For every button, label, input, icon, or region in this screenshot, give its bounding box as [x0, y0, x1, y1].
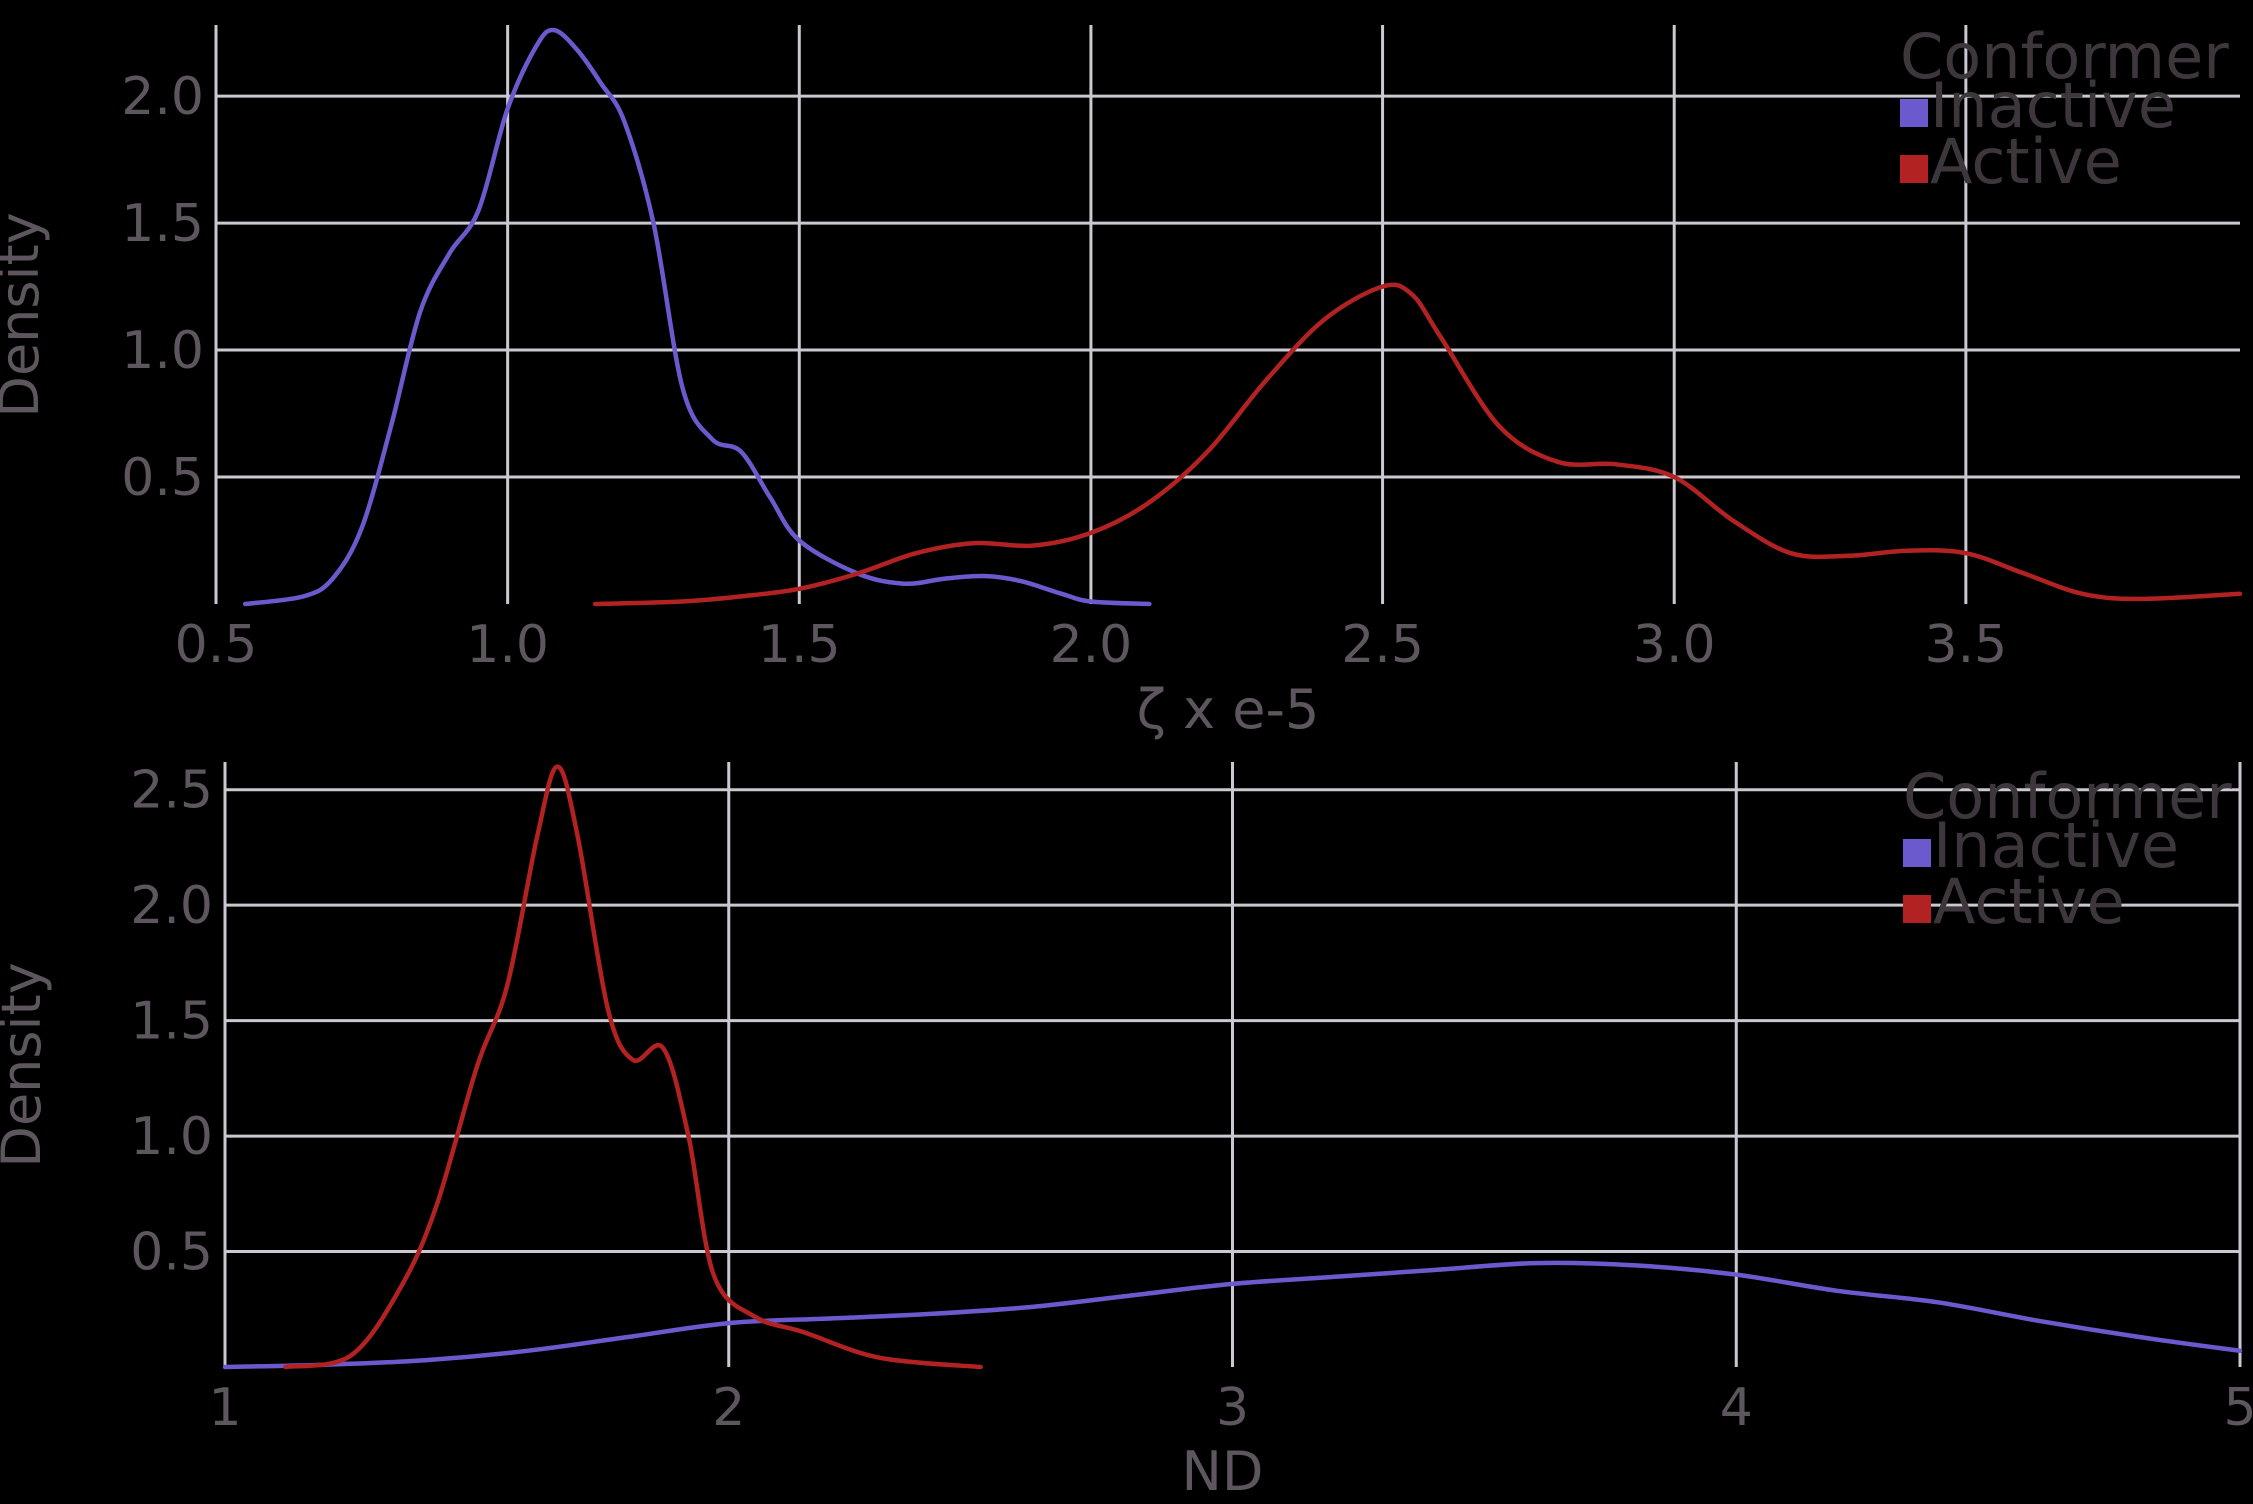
- series-line-active: [592, 282, 2243, 607]
- x-tick-label: 1: [208, 1378, 241, 1438]
- x-tick-label: 1.0: [466, 615, 549, 675]
- x-tick-label: 4: [1720, 1378, 1753, 1438]
- y-tick-label: 1.0: [130, 1107, 213, 1167]
- legend-swatch-active: [1903, 895, 1931, 923]
- legend-label-inactive: Inactive: [1930, 69, 2176, 142]
- x-tick-label: 3: [1216, 1378, 1249, 1438]
- y-tick-label: 0.5: [121, 448, 204, 508]
- y-tick-label: 2.5: [130, 761, 213, 821]
- y-tick-label: 1.0: [121, 321, 204, 381]
- y-tick-label: 1.5: [121, 194, 204, 254]
- x-tick-label: 2.0: [1050, 615, 1133, 675]
- legend-swatch-active: [1900, 155, 1928, 183]
- y-tick-label: 2.0: [130, 876, 213, 936]
- y-tick-label: 2.0: [121, 67, 204, 127]
- x-tick-label: 5: [2223, 1378, 2253, 1438]
- x-tick-label: 0.5: [175, 615, 258, 675]
- y-axis-title: Density: [0, 212, 51, 417]
- series-line-inactive: [242, 27, 1152, 607]
- y-tick-label: 0.5: [130, 1223, 213, 1283]
- legend-swatch-inactive: [1900, 99, 1928, 127]
- charts-root: 0.5 1.0 1.5 2.0 2.5 3.0 3.50.51.01.52.0ζ x e-5…: [0, 20, 2253, 1503]
- series-line-active: [283, 764, 983, 1370]
- x-tick-label: 1.5: [758, 615, 841, 675]
- x-tick-label: 2.5: [1341, 615, 1424, 675]
- y-tick-label: 1.5: [130, 992, 213, 1052]
- legend-label-active: Active: [1930, 125, 2122, 198]
- legend-title: Conformer: [1903, 760, 2232, 833]
- legend-swatch-inactive: [1903, 839, 1931, 867]
- x-axis-title: ND: [1182, 1440, 1264, 1503]
- x-axis-title: ζ x e-5: [1137, 678, 1320, 741]
- chart-2: 1 2 3 4 5 0.5 1.0 1.5 2.0 2.5 ND Density ConformerIn…: [0, 760, 2253, 1503]
- x-tick-label: 3.5: [1925, 615, 2008, 675]
- legend-label-active: Active: [1933, 865, 2125, 938]
- x-tick-label: 2: [712, 1378, 745, 1438]
- chart-1: 0.5 1.0 1.5 2.0 2.5 3.0 3.50.51.01.52.0ζ x e-5…: [0, 20, 2243, 741]
- y-axis-title: Density: [0, 962, 53, 1167]
- legend-label-inactive: Inactive: [1933, 809, 2179, 882]
- x-tick-label: 3.0: [1633, 615, 1716, 675]
- legend-title: Conformer: [1900, 20, 2229, 93]
- series-line-inactive: [222, 1260, 2243, 1370]
